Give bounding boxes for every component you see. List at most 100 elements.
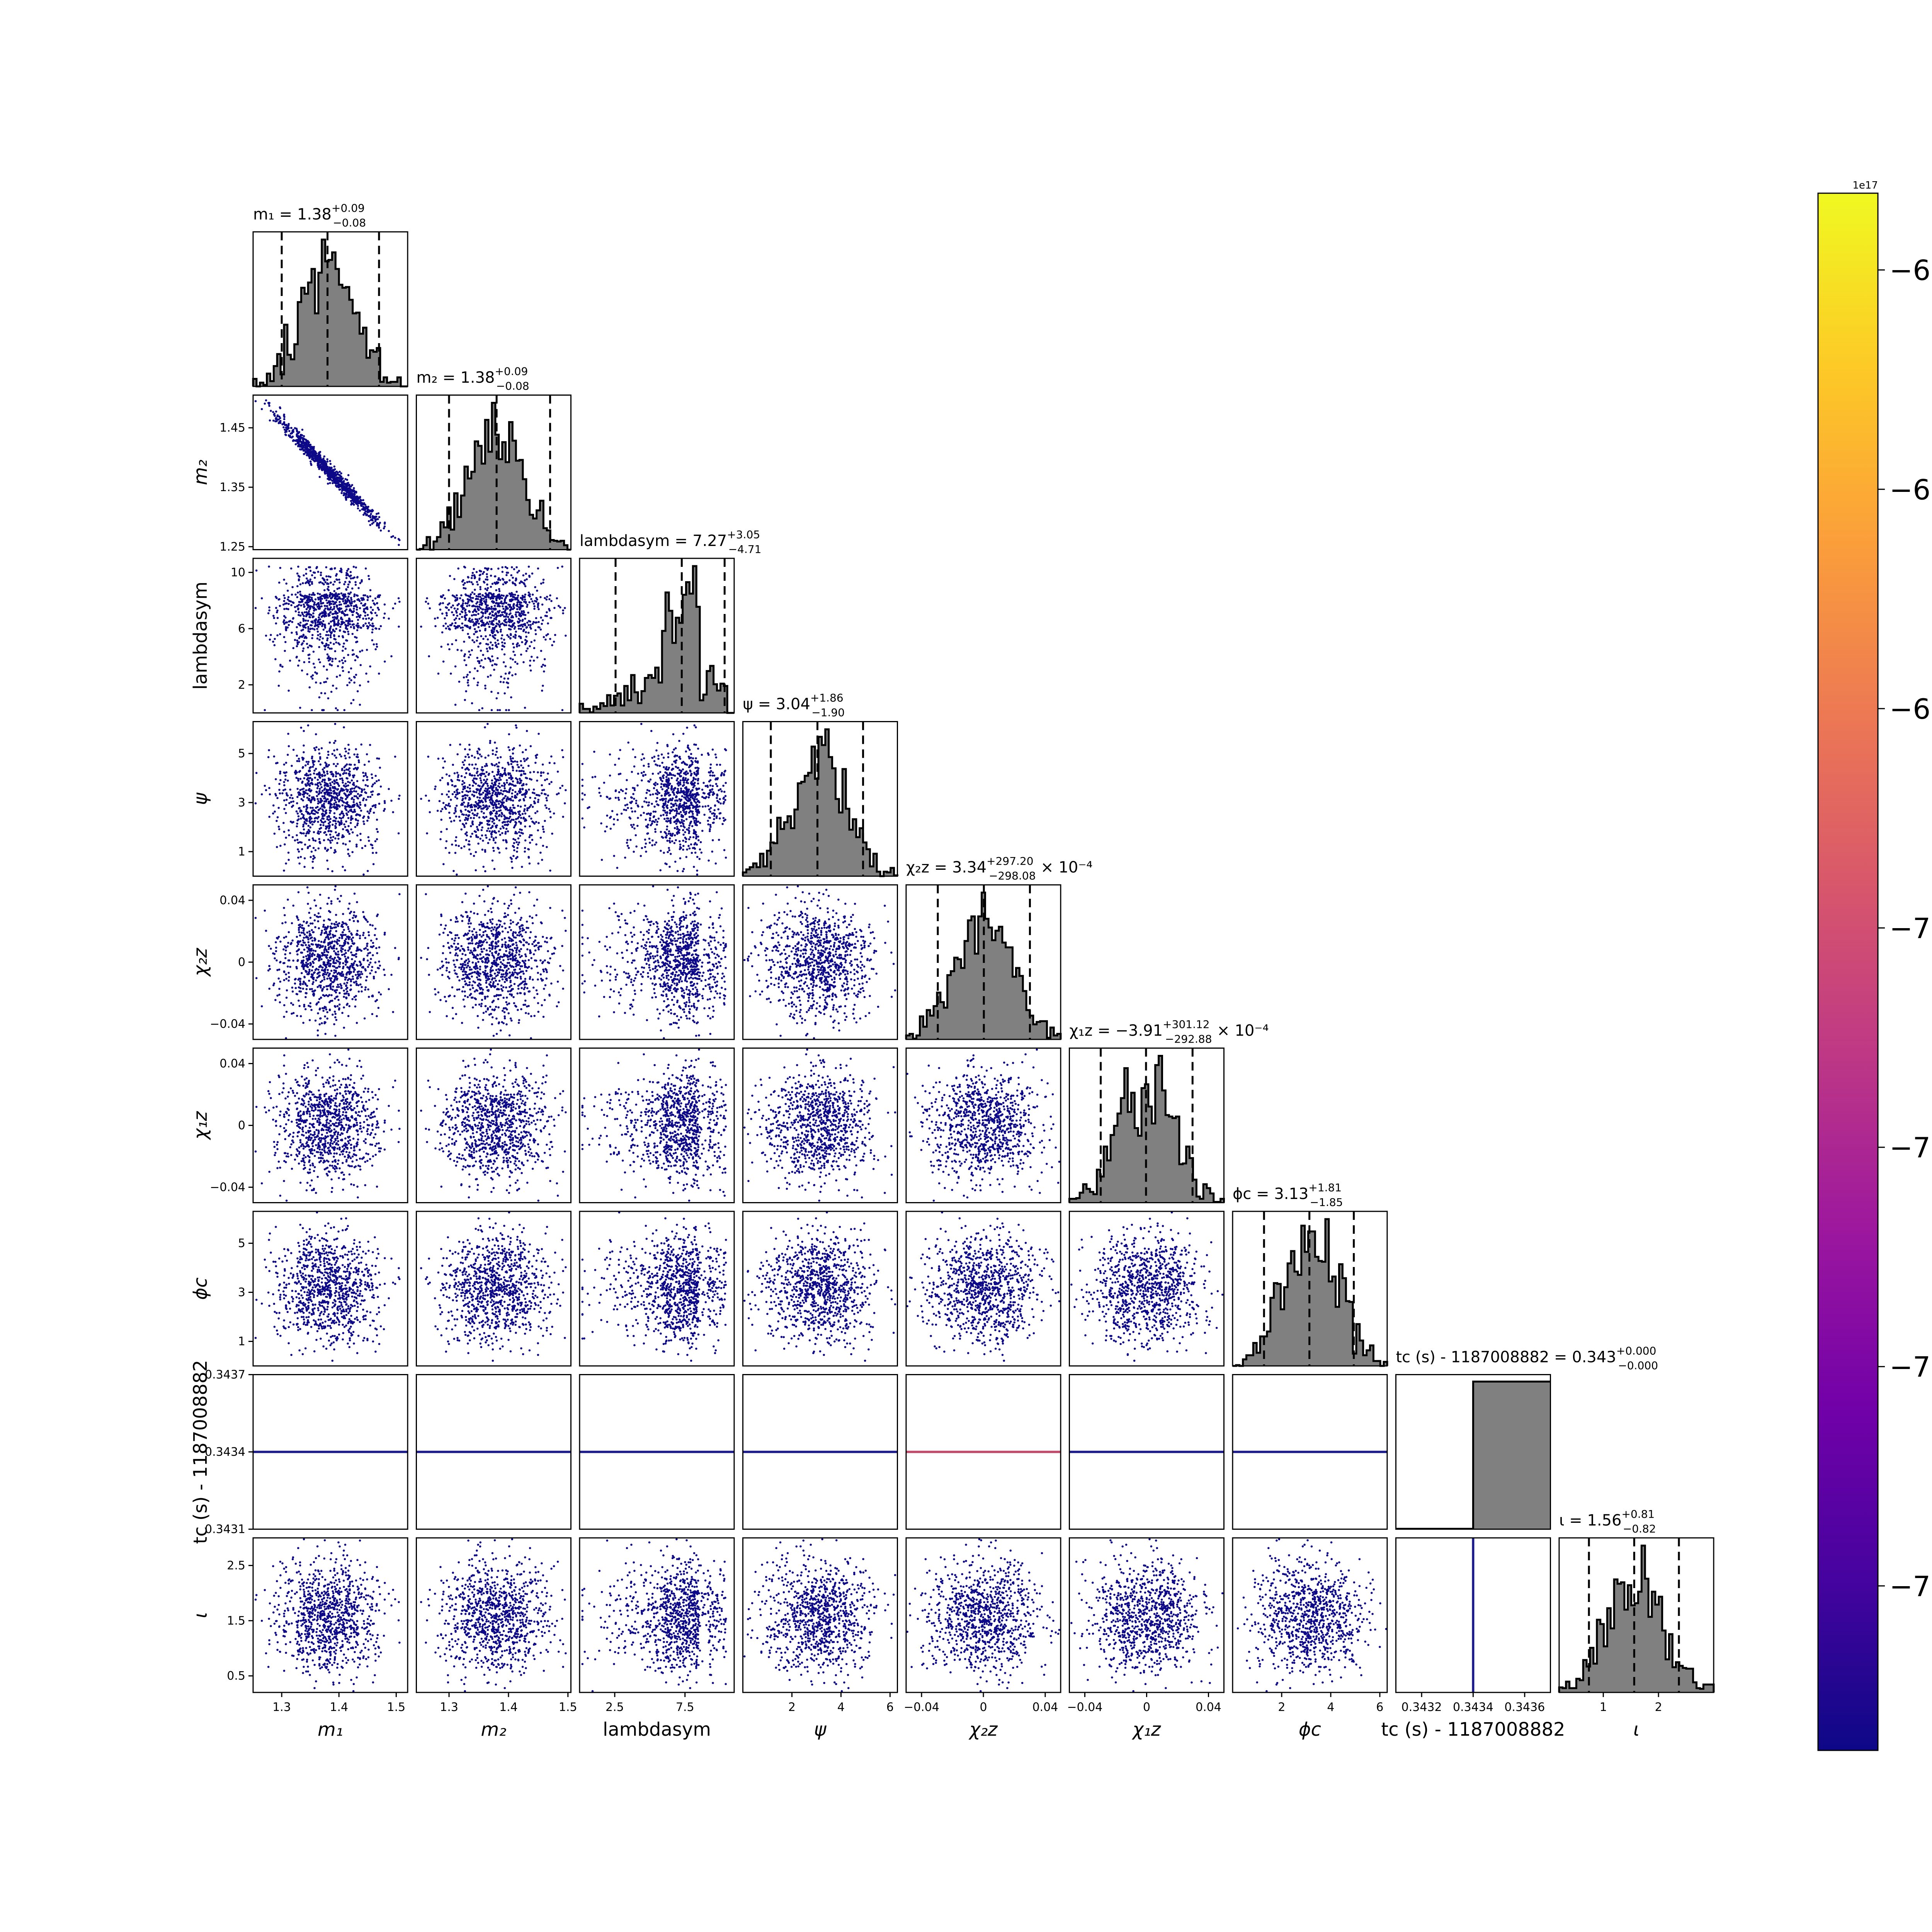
panel-tc-psi: [742, 1374, 898, 1530]
panel-frame: [252, 721, 408, 877]
panel-frame: [742, 884, 898, 1040]
histogram-bar: [1151, 1123, 1156, 1203]
panel-frame: [1232, 1537, 1388, 1693]
histogram-bar: [523, 479, 527, 550]
histogram-bar: [1196, 1196, 1200, 1203]
scatter-points: [420, 1211, 567, 1362]
histogram-bar: [781, 829, 784, 876]
panel-frame: [742, 1048, 898, 1203]
histogram-bar: [846, 809, 850, 876]
panel-frame: [905, 1211, 1061, 1367]
histogram-bar: [1311, 1231, 1315, 1366]
histogram-bar: [1158, 1056, 1162, 1203]
histogram-bar: [1304, 1252, 1309, 1366]
histogram-bar: [485, 420, 489, 550]
histogram-bar: [1145, 1084, 1149, 1203]
title-minus: −4.71: [728, 543, 762, 556]
histogram-bar: [1073, 1199, 1077, 1203]
histogram-bar: [495, 435, 499, 550]
panel-chi2z-m2: [416, 884, 571, 1040]
histogram-bar: [1104, 1146, 1107, 1203]
histogram-bar: [753, 863, 757, 876]
histogram-bar: [700, 700, 704, 713]
scatter-points: [420, 885, 567, 1039]
panel-m1-m1: m₁ = 1.38+0.09 −0.08: [252, 202, 408, 388]
histogram-bar: [1328, 1281, 1333, 1366]
histogram-bar: [1083, 1184, 1087, 1203]
histogram-bar: [1298, 1275, 1302, 1366]
histogram-bar: [1638, 1592, 1642, 1692]
histogram-bar: [1580, 1680, 1583, 1692]
histogram-bar: [492, 403, 496, 550]
histogram-bar: [954, 957, 958, 1039]
histogram-bar: [1648, 1617, 1652, 1692]
y-tick-label: 0.3434: [205, 1446, 245, 1459]
histogram-bar: [1043, 1021, 1047, 1039]
panel-chi2z-lambdasym: [579, 884, 735, 1040]
panel-iota-m2: 1.3 1.4 1.5 m₂: [416, 1537, 577, 1740]
y-tick-label: 1.25: [219, 540, 245, 554]
histogram-bar: [1169, 1116, 1173, 1203]
histogram-bar: [811, 747, 815, 876]
histogram-bar: [1090, 1192, 1094, 1203]
histogram-bar: [451, 529, 454, 550]
histogram-bar: [1134, 1128, 1138, 1203]
panel-frame: [579, 1374, 735, 1530]
histogram-bar: [1260, 1336, 1264, 1366]
histogram-bar: [318, 272, 322, 386]
histogram-bar: [1377, 1361, 1381, 1366]
histogram-bar: [267, 373, 270, 386]
histogram-bar: [557, 541, 561, 550]
histogram-bar: [1274, 1283, 1278, 1366]
histogram-bar: [315, 313, 319, 386]
histogram-bar: [1686, 1668, 1690, 1692]
histogram-bar: [554, 541, 558, 550]
histogram-bar: [1363, 1355, 1367, 1366]
histogram-bar: [1700, 1689, 1704, 1692]
histogram-bar: [1182, 1163, 1187, 1203]
x-axis-label-lambdasym: lambdasym: [603, 1719, 711, 1740]
histogram-bar: [390, 382, 394, 386]
panel-frame: [416, 1211, 571, 1367]
x-tick-label: 6: [1376, 1701, 1383, 1714]
title-m1: m₁ = 1.38+0.09 −0.08: [253, 202, 366, 229]
histogram-bar: [1005, 947, 1010, 1039]
panel-iota-phic: 2 4 6 ϕc: [1232, 1537, 1388, 1740]
panel-psi-psi: ψ = 3.04+1.86 −1.90: [742, 692, 898, 877]
histogram-bar: [1370, 1345, 1374, 1366]
panel-tc-chi1z: [1069, 1374, 1225, 1530]
panel-lambdasym-lambdasym: lambdasym = 7.27+3.05 −4.71: [578, 528, 762, 714]
histogram-bar: [349, 299, 353, 386]
histogram-bar: [363, 328, 367, 386]
histogram-bar: [675, 617, 680, 713]
histogram-bar: [540, 500, 544, 550]
panel-frame: [742, 721, 898, 877]
histogram-bar: [638, 703, 642, 713]
histogram-bar: [304, 294, 308, 386]
scatter-points: [420, 1538, 567, 1692]
x-tick-label: 1.5: [559, 1701, 577, 1714]
y-axis-label-iota: ι: [190, 1612, 211, 1618]
histogram-bar: [757, 867, 760, 876]
colorbar-tick-label: −6.8: [1889, 693, 1932, 725]
title-text: ϕc = 3.13: [1233, 1185, 1308, 1203]
histogram-bar: [1069, 1199, 1073, 1203]
scatter-points: [254, 1211, 401, 1362]
y-tick-label: 1.5: [227, 1614, 245, 1628]
colorbar: −6.4−6.6−6.8−7.0−7.2−7.4−7.61e17log p(h|…: [1817, 180, 1932, 1751]
histogram-bar: [277, 354, 281, 386]
histogram-bar: [1621, 1582, 1625, 1692]
histogram-bar: [1121, 1098, 1125, 1203]
histogram-outline: [742, 728, 898, 877]
histogram-bar: [593, 706, 597, 713]
panel-frame: [1558, 1537, 1714, 1693]
y-tick-label: 1: [238, 1335, 245, 1349]
x-tick-label: 1.3: [440, 1701, 458, 1714]
histogram-bar: [1707, 1684, 1711, 1692]
histogram-bar: [1611, 1628, 1614, 1692]
histogram-bar: [916, 1035, 920, 1039]
panel-iota-tc: 0.3432 0.3434 0.3436 tc (s) - 1187008882: [1381, 1537, 1565, 1740]
panel-tc-lambdasym: [579, 1374, 735, 1530]
histogram-bar: [1093, 1194, 1097, 1203]
